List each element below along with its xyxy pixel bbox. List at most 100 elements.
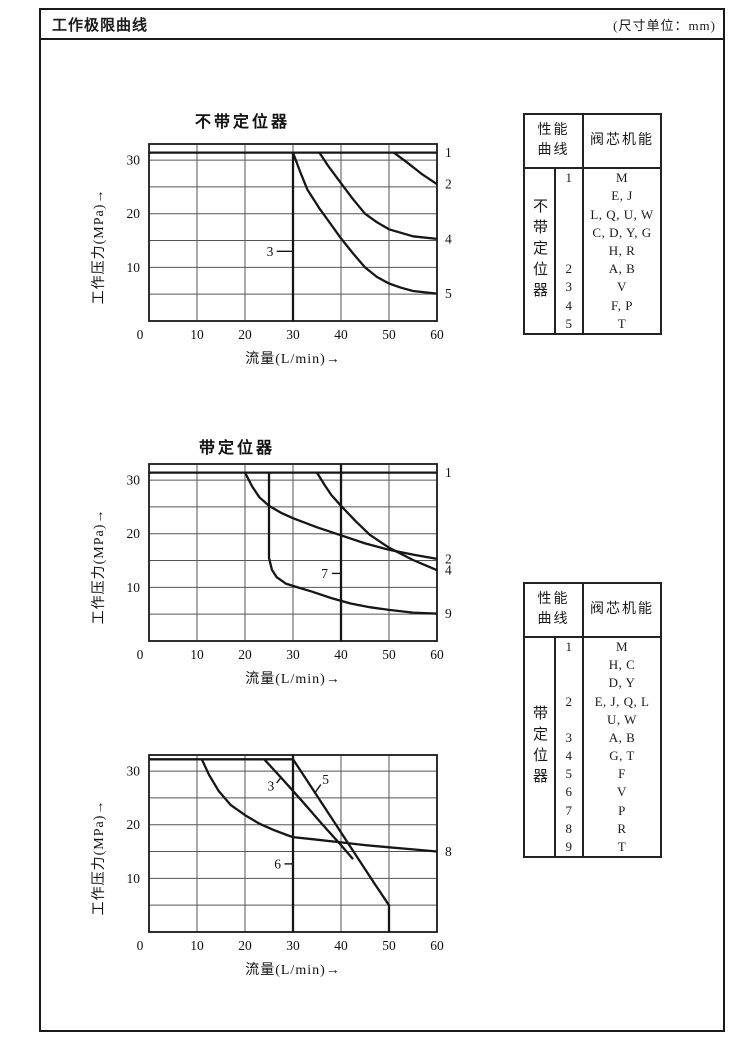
curve-4 [316,472,438,572]
table-group-label: 带定位器 [525,638,556,856]
curve-number-cell: 5 [556,765,584,784]
curve-label-leader-3 [276,776,283,784]
spool-function-cell: E, J, Q, L [594,693,650,709]
x-tick-label: 0 [137,938,144,953]
y-tick-label: 20 [127,817,141,832]
curve-number-cell [556,241,584,261]
page-border-frame: 工作极限曲线 (尺寸单位：mm) 不带定位器 带定位器 1 2 3 4 5 0 10 20 30… [39,8,725,1032]
spool-function-cell: A, B [608,261,636,277]
table-group-label: 不带定位器 [525,169,556,333]
table-with-positioner: 性能 曲线 阀芯机能 带定位器 1 M H, C D, Y 2 E, J, Q, L U, W 3 A… [523,582,662,858]
y-tick-label: 10 [127,260,141,275]
x-tick-label: 10 [190,938,204,953]
curve-label-3: 3 [268,779,275,794]
curve-number-cell: 1 [556,638,584,657]
curve-label-7: 7 [321,566,328,581]
curve-4 [318,151,438,241]
chart-without-positioner: 1 2 3 4 5 0 10 20 30 40 50 60 10 20 30 流量(L/min)→ 工作压力(M… [87,132,472,382]
y-tick-label: 10 [127,871,141,886]
spool-function-cell: M [615,639,629,655]
title-bar: 工作极限曲线 (尺寸单位：mm) [41,10,723,40]
curve-2 [393,151,438,186]
x-tick-label: 60 [430,327,444,342]
spool-function-cell: T [617,315,627,331]
spool-function-cell: D, Y [608,675,636,691]
x-tick-label: 50 [382,327,396,342]
curve-number-cell [556,223,584,242]
chart-title-without-positioner: 不带定位器 [195,114,291,131]
curve-9 [267,472,438,615]
plot-border [148,463,438,642]
curve-number-cell: 3 [556,278,584,297]
y-tick-label: 20 [127,526,141,541]
chart-canvas: 1 24 7 9 0 10 20 30 40 50 60 10 20 30 流量(L/min)→ 工作压力(M… [91,463,452,687]
curve-label-6: 6 [274,856,281,871]
x-axis-title: 流量(L/min)→ [245,671,341,687]
curve-5 [291,152,438,295]
table-header-spool-function: 阀芯机能 [584,115,660,169]
y-tick-label: 30 [127,473,141,488]
spool-function-cell: R [617,820,627,836]
spool-function-cell: F, P [611,297,633,313]
curve-label-8: 8 [445,844,452,859]
x-tick-label: 50 [382,647,396,662]
x-tick-label: 20 [238,938,252,953]
x-tick-label: 10 [190,327,204,342]
curve-label-1: 1 [445,145,452,160]
curve-label-leader-5 [314,784,322,793]
y-axis-title: 工作压力(MPa)→ [91,800,107,916]
curve-number-cell: 2 [556,692,584,711]
curve-number-cell: 7 [556,801,584,820]
x-tick-label: 40 [334,938,348,953]
y-tick-label: 20 [127,206,141,221]
spool-function-cell: L, Q, U, W [590,206,654,222]
x-tick-label: 0 [137,647,144,662]
page-title: 工作极限曲线 [52,17,149,34]
curve-label-5: 5 [445,286,452,301]
spool-function-cell: U, W [607,711,637,727]
spool-function-cell: G, T [609,748,635,764]
spool-function-cell: V [617,784,627,800]
spool-function-cell: C, D, Y, G [592,224,652,240]
table-header-performance-curve: 性能 曲线 [525,584,584,638]
chart-with-positioner-lower: 3 5 6 8 0 10 20 30 40 50 60 10 20 30 流量(L/min)→ 工作压力(MP… [87,743,472,993]
curve-label-9: 9 [445,606,452,621]
x-tick-label: 60 [430,647,444,662]
y-tick-label: 30 [127,153,141,168]
y-axis-title: 工作压力(MPa)→ [91,189,107,305]
curve-number-cell: 2 [556,260,584,279]
chart-title-with-positioner: 带定位器 [199,440,276,457]
curve-number-cell: 1 [556,169,584,188]
spool-function-cell: T [617,838,627,854]
x-tick-label: 0 [137,327,144,342]
curve-label-2: 2 [445,177,452,192]
curve-number-cell: 6 [556,783,584,802]
curve-3 [263,758,354,860]
unit-note: (尺寸单位：mm) [613,17,716,33]
x-axis-title: 流量(L/min)→ [245,962,341,978]
x-tick-label: 50 [382,938,396,953]
curve-number-cell [556,187,584,206]
spool-function-cell: V [617,279,627,295]
x-tick-label: 30 [286,327,300,342]
curve-label-2: 2 [445,551,452,566]
table-header-spool-function: 阀芯机能 [584,584,660,638]
x-tick-label: 60 [430,938,444,953]
x-tick-label: 20 [238,327,252,342]
curve-number-cell: 8 [556,819,584,838]
curve-number-cell: 9 [556,837,584,856]
spool-function-cell: H, R [608,242,636,258]
curve-label-4: 4 [445,231,452,246]
curve-number-cell: 5 [556,314,584,333]
spool-function-cell: E, J [611,188,633,204]
curve-number-cell: 4 [556,746,584,766]
curve-label-1: 1 [445,465,452,480]
spool-function-cell: F [618,766,626,782]
y-tick-label: 30 [127,764,141,779]
x-tick-label: 40 [334,327,348,342]
x-axis-title: 流量(L/min)→ [245,351,341,367]
curve-5 [149,758,391,932]
curve-label-3: 3 [267,244,274,259]
